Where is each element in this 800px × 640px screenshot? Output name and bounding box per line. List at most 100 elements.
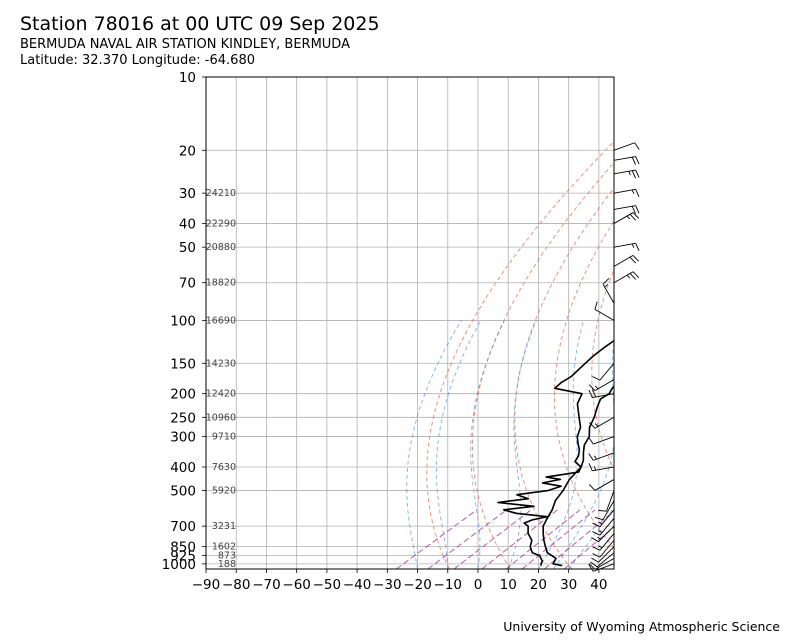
moist-adiabat-20 (538, 320, 585, 569)
mixing-ratio-1 (427, 509, 508, 569)
barb-flag (588, 422, 596, 429)
tick-label-x-20: 20 (530, 577, 547, 593)
barb-staff (594, 479, 615, 491)
barb-flag (634, 142, 640, 150)
barb-staff (602, 283, 615, 304)
barb-flag (631, 156, 636, 165)
wind-barb-700 (591, 525, 615, 543)
wind-barb-70 (613, 271, 640, 284)
height-label-1000: 188 (218, 559, 236, 570)
barb-staff (592, 466, 615, 472)
moist-adiabat-10 (507, 320, 537, 569)
barb-flag (629, 256, 637, 264)
barb-flag (635, 189, 640, 198)
tick-label-p-40: 40 (179, 217, 196, 233)
barb-flag (591, 537, 599, 543)
barb-half (598, 530, 603, 533)
barb-staff (599, 518, 615, 536)
barb-flag (588, 563, 596, 570)
tick-label-x--10: −10 (434, 577, 463, 593)
wind-barb-50 (613, 242, 640, 252)
barb-half (631, 243, 635, 248)
barb-flag (592, 389, 597, 398)
barb-staff (613, 156, 636, 161)
dry-adiabat-400 (692, 77, 800, 569)
mixing-ratio-7 (505, 509, 581, 569)
wind-barb-300 (588, 436, 615, 445)
wind-barb-175 (588, 379, 615, 391)
dry-adiabat-320 (554, 219, 614, 549)
tick-label-p-150: 150 (170, 356, 196, 372)
wind-barb-600 (592, 509, 615, 528)
tick-label-x--60: −60 (282, 577, 311, 593)
barb-staff (593, 452, 615, 461)
tick-label-p-1000: 1000 (162, 557, 196, 573)
dry-adiabat-380 (660, 77, 800, 569)
height-label-50: 20880 (206, 242, 236, 253)
height-label-40: 22290 (206, 219, 236, 230)
barb-staff (599, 509, 615, 527)
axis-ticks: −90 −80 −70 −60 −50 −40 −30 −20 −10 0 10 20 30 40 10 20… (162, 70, 608, 593)
tick-label-x--30: −30 (373, 577, 402, 593)
barb-staff (593, 563, 615, 572)
barb-staff (594, 309, 615, 321)
moist-adiabat--10 (435, 320, 482, 569)
sounding-profiles (496, 339, 614, 567)
wind-barb-60 (613, 255, 640, 267)
barb-staff (596, 552, 615, 568)
barb-flag (635, 243, 640, 252)
page-title: Station 78016 at 00 UTC 09 Sep 2025 (20, 13, 380, 35)
tick-label-x--80: −80 (222, 577, 251, 593)
barb-flag (592, 376, 601, 381)
moist-adiabat-30 (568, 506, 614, 569)
wind-barb-200 (588, 389, 615, 398)
barb-flag (594, 516, 604, 521)
wind-barb-22 (613, 156, 640, 165)
wind-barb-950 (588, 558, 615, 570)
wind-barb-550 (594, 500, 615, 521)
barb-flag (588, 453, 594, 461)
barb-flag (592, 522, 601, 528)
barb-flag (594, 301, 598, 310)
barb-staff (593, 436, 615, 445)
barb-flag (629, 273, 637, 280)
height-label-500: 5920 (212, 486, 236, 497)
barb-flag (598, 509, 607, 512)
barb-staff (599, 362, 615, 381)
barb-staff (613, 271, 634, 284)
tick-label-p-300: 300 (170, 430, 196, 446)
tick-label-x--40: −40 (343, 577, 372, 593)
wind-barb-35 (613, 205, 640, 214)
barb-half (626, 215, 631, 220)
tick-label-p-400: 400 (170, 460, 196, 476)
wind-barb-350 (588, 452, 615, 461)
barb-flag (590, 561, 598, 568)
dry-adiabat-260 (426, 140, 614, 569)
credit-text: University of Wyoming Atmospheric Scienc… (503, 619, 780, 634)
barb-half (631, 189, 635, 194)
dry-adiabat-340 (591, 268, 614, 471)
tick-label-p-850: 850 (170, 540, 196, 556)
barb-flag (591, 557, 599, 563)
mixing-ratio-4 (481, 509, 558, 569)
barb-staff (613, 188, 636, 194)
dewpoint-profile (496, 339, 614, 566)
mixing-ratio-24 (563, 526, 614, 569)
height-label-250: 10960 (206, 412, 236, 423)
moist-adiabat--20 (406, 320, 462, 569)
mixing-ratio-10 (521, 509, 596, 569)
barb-staff (613, 255, 634, 267)
barb-flag (631, 170, 636, 179)
barb-flag (602, 278, 610, 285)
wind-barb-400 (588, 463, 615, 472)
barb-flag (592, 553, 601, 558)
barb-flag (635, 205, 640, 214)
barb-flag (635, 156, 640, 165)
barb-flag (588, 437, 594, 445)
barb-half (628, 171, 631, 176)
height-label-700: 3231 (212, 521, 236, 532)
wind-barb-800 (592, 539, 615, 558)
barb-flag (592, 546, 601, 551)
barb-staff (613, 205, 636, 210)
